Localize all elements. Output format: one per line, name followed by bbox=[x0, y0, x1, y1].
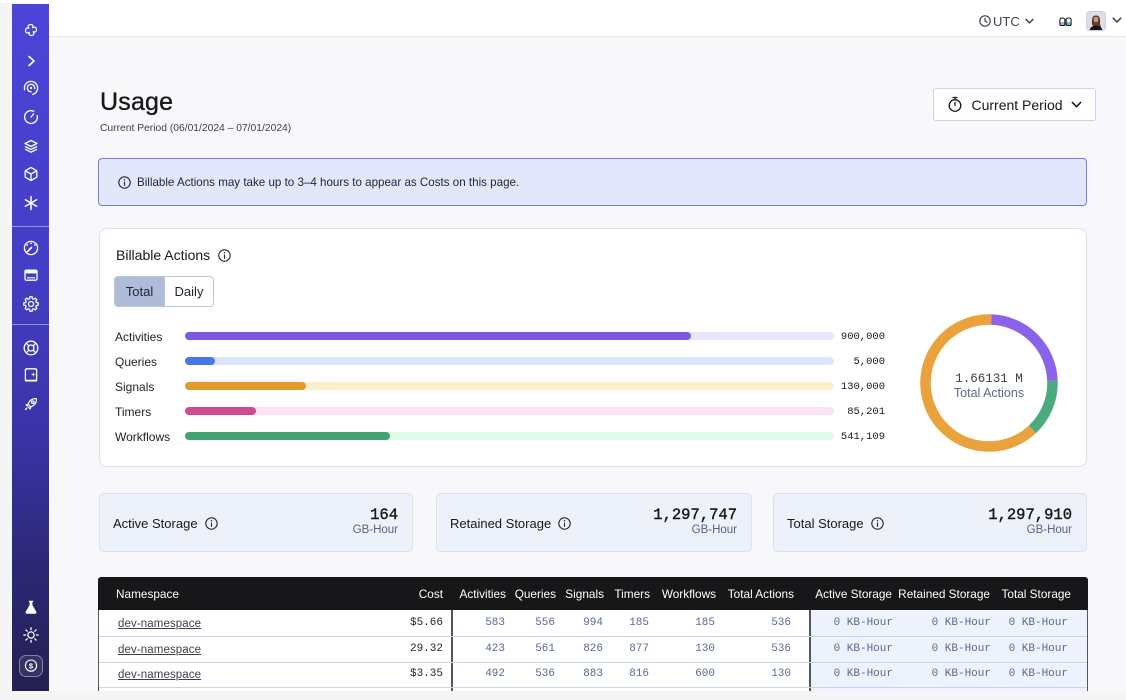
svg-text:$: $ bbox=[28, 661, 33, 670]
